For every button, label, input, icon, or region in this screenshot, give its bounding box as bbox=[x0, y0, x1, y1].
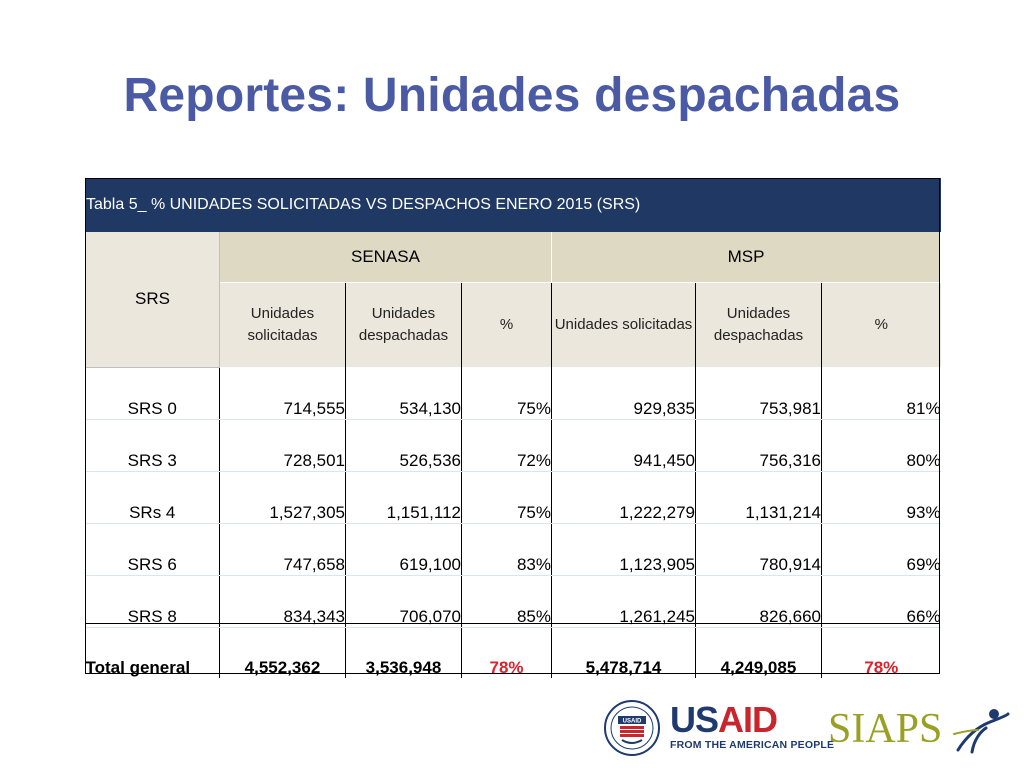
total-divider bbox=[85, 623, 940, 624]
row-label: SRS 3 bbox=[85, 419, 220, 472]
total-cell: 3,536,948 bbox=[345, 627, 462, 678]
table-cell: 72% bbox=[461, 419, 552, 472]
table-cell: 526,536 bbox=[345, 419, 462, 472]
total-percent-cell: 78% bbox=[461, 627, 552, 678]
total-label: Total general bbox=[85, 627, 220, 678]
table-cell: 85% bbox=[461, 575, 552, 628]
msp-percent-header: % bbox=[821, 282, 941, 367]
table-cell: 1,131,214 bbox=[695, 471, 822, 524]
table-cell: 1,151,112 bbox=[345, 471, 462, 524]
usaid-seal-icon: USAID bbox=[604, 700, 660, 756]
table-cell: 66% bbox=[821, 575, 941, 628]
usaid-wordmark: USAID bbox=[670, 699, 778, 740]
table-caption-row: Tabla 5_ % UNIDADES SOLICITADAS VS DESPA… bbox=[84, 178, 942, 232]
table-cell: 756,316 bbox=[695, 419, 822, 472]
table-cell: 714,555 bbox=[219, 367, 346, 420]
table-cell: 75% bbox=[461, 471, 552, 524]
table-cell: 941,450 bbox=[551, 419, 696, 472]
usaid-seal-text: USAID bbox=[623, 719, 642, 725]
msp-solicitadas-header: Unidades solicitadas bbox=[551, 282, 696, 367]
footer-logos: USAID USAID FROM THE AMERICAN PEOPLE SIA… bbox=[600, 698, 1020, 760]
usaid-wordmark-aid: AID bbox=[718, 699, 778, 740]
table-cell: 75% bbox=[461, 367, 552, 420]
table-cell: 1,222,279 bbox=[551, 471, 696, 524]
table-row: SRs 4 1,527,305 1,151,112 75% 1,222,279 … bbox=[85, 471, 941, 524]
table-cell: 780,914 bbox=[695, 523, 822, 576]
senasa-solicitadas-header: Unidades solicitadas bbox=[219, 282, 346, 367]
table-cell: 747,658 bbox=[219, 523, 346, 576]
row-label: SRS 6 bbox=[85, 523, 220, 576]
table-cell: 728,501 bbox=[219, 419, 346, 472]
table-cell: 93% bbox=[821, 471, 941, 524]
table-row: SRS 8 834,343 706,070 85% 1,261,245 826,… bbox=[85, 575, 941, 628]
slide-title: Reportes: Unidades despachadas bbox=[123, 69, 901, 122]
table-cell: 753,981 bbox=[695, 367, 822, 420]
table-cell: 1,123,905 bbox=[551, 523, 696, 576]
table-cell: 1,261,245 bbox=[551, 575, 696, 628]
row-label: SRS 0 bbox=[85, 367, 220, 420]
siaps-figure-icon bbox=[953, 709, 1010, 754]
row-label: SRS 8 bbox=[85, 575, 220, 628]
senasa-despachadas-header: Unidades despachadas bbox=[345, 282, 462, 367]
table-row: SRS 3 728,501 526,536 72% 941,450 756,31… bbox=[85, 419, 941, 472]
table-caption: Tabla 5_ % UNIDADES SOLICITADAS VS DESPA… bbox=[84, 178, 942, 232]
total-cell: 5,478,714 bbox=[551, 627, 696, 678]
table-row: SRS 0 714,555 534,130 75% 929,835 753,98… bbox=[85, 367, 941, 420]
table-row: SRS 6 747,658 619,100 83% 1,123,905 780,… bbox=[85, 523, 941, 576]
siaps-wordmark: SIAPS bbox=[828, 706, 943, 752]
total-cell: 4,552,362 bbox=[219, 627, 346, 678]
senasa-group-header: SENASA bbox=[219, 231, 552, 283]
table-cell: 69% bbox=[821, 523, 941, 576]
table-cell: 1,527,305 bbox=[219, 471, 346, 524]
table-cell: 80% bbox=[821, 419, 941, 472]
usaid-wordmark-us: US bbox=[670, 699, 719, 740]
row-label: SRs 4 bbox=[85, 471, 220, 524]
total-row: Total general 4,552,362 3,536,948 78% 5,… bbox=[85, 627, 941, 678]
table-cell: 619,100 bbox=[345, 523, 462, 576]
table-cell: 83% bbox=[461, 523, 552, 576]
msp-group-header: MSP bbox=[550, 231, 942, 283]
srs-column-header: SRS bbox=[85, 231, 220, 368]
table-cell: 826,660 bbox=[695, 575, 822, 628]
table-cell: 706,070 bbox=[345, 575, 462, 628]
table-cell: 81% bbox=[821, 367, 941, 420]
table-cell: 834,343 bbox=[219, 575, 346, 628]
usaid-tagline: FROM THE AMERICAN PEOPLE bbox=[670, 739, 835, 751]
table-cell: 534,130 bbox=[345, 367, 462, 420]
msp-despachadas-header: Unidades despachadas bbox=[695, 282, 822, 367]
senasa-percent-header: % bbox=[461, 282, 552, 367]
total-percent-cell: 78% bbox=[864, 657, 899, 677]
report-table: Tabla 5_ % UNIDADES SOLICITADAS VS DESPA… bbox=[84, 178, 942, 678]
total-cell: 4,249,085 bbox=[695, 627, 822, 678]
table-cell: 929,835 bbox=[551, 367, 696, 420]
